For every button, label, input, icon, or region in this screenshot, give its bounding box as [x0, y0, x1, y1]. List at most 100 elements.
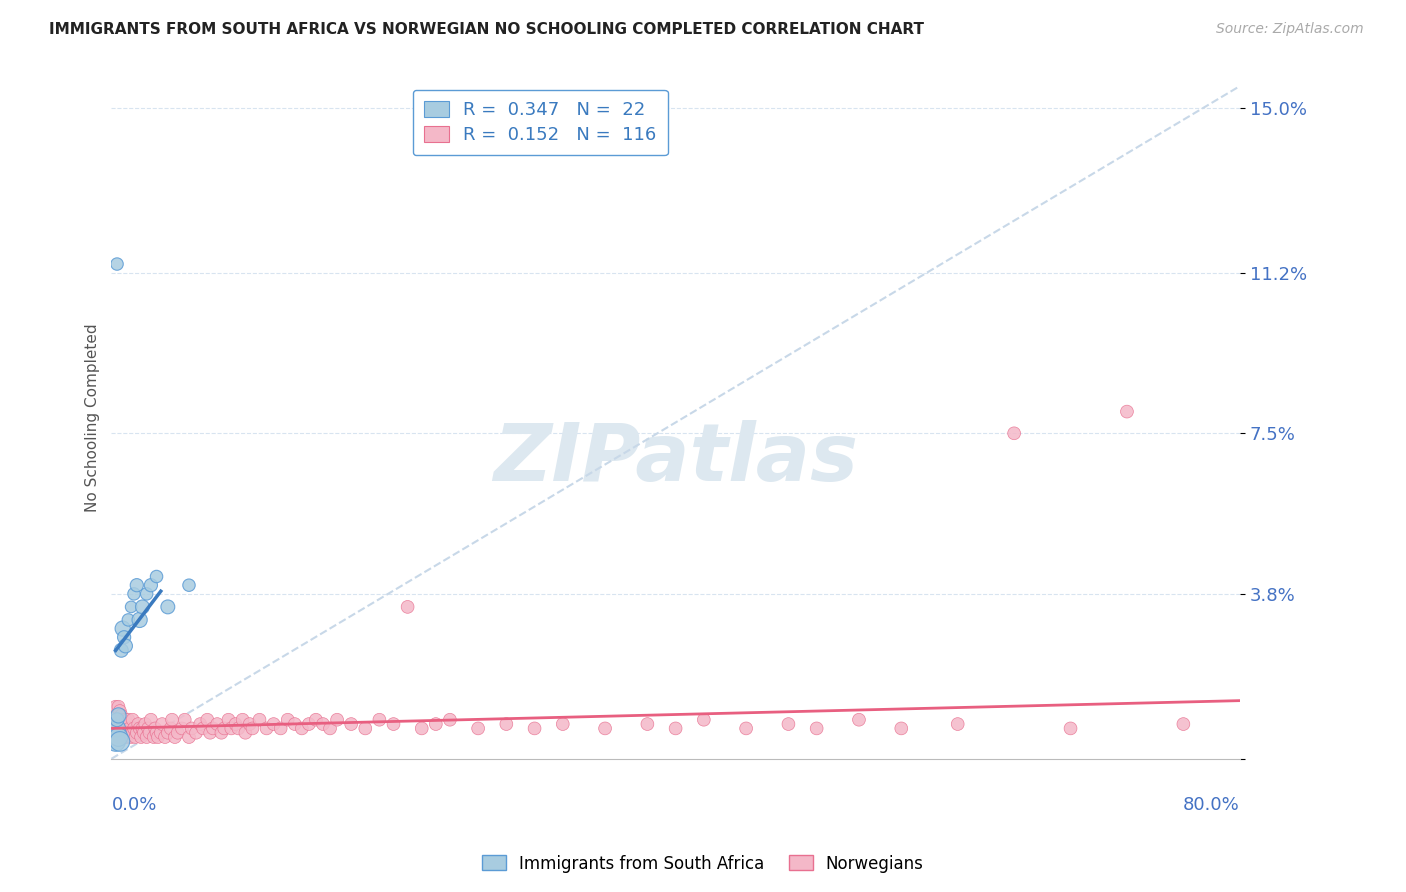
Point — [298, 717, 321, 731]
Point — [495, 717, 517, 731]
Point — [115, 730, 138, 744]
Point — [523, 722, 546, 736]
Point — [277, 713, 299, 727]
Point — [368, 713, 391, 727]
Point — [110, 643, 132, 657]
Point — [270, 722, 292, 736]
Point — [150, 717, 173, 731]
Point — [120, 599, 142, 614]
Point — [105, 713, 128, 727]
Point — [146, 730, 169, 744]
Point — [110, 730, 132, 744]
Point — [239, 717, 262, 731]
Point — [145, 725, 167, 739]
Point — [249, 713, 271, 727]
Point — [153, 730, 176, 744]
Point — [128, 722, 150, 736]
Point — [120, 730, 142, 744]
Point — [848, 713, 870, 727]
Point — [256, 722, 278, 736]
Point — [806, 722, 828, 736]
Point — [177, 578, 200, 592]
Point — [636, 717, 658, 731]
Text: 0.0%: 0.0% — [111, 797, 157, 814]
Point — [122, 722, 145, 736]
Point — [425, 717, 447, 731]
Point — [131, 722, 153, 736]
Point — [284, 717, 307, 731]
Point — [138, 725, 160, 739]
Point — [125, 725, 148, 739]
Point — [107, 708, 129, 723]
Point — [105, 722, 128, 736]
Text: Source: ZipAtlas.com: Source: ZipAtlas.com — [1216, 22, 1364, 37]
Point — [242, 722, 264, 736]
Point — [129, 730, 152, 744]
Point — [134, 717, 156, 731]
Point — [110, 722, 132, 736]
Point — [105, 257, 128, 271]
Text: IMMIGRANTS FROM SOUTH AFRICA VS NORWEGIAN NO SCHOOLING COMPLETED CORRELATION CHA: IMMIGRANTS FROM SOUTH AFRICA VS NORWEGIA… — [49, 22, 924, 37]
Point — [156, 599, 179, 614]
Point — [263, 717, 285, 731]
Point — [112, 730, 135, 744]
Point — [735, 722, 758, 736]
Point — [467, 722, 489, 736]
Point — [125, 578, 148, 592]
Text: ZIPatlas: ZIPatlas — [494, 420, 858, 498]
Point — [114, 725, 136, 739]
Point — [163, 730, 186, 744]
Point — [139, 578, 162, 592]
Point — [225, 717, 247, 731]
Point — [198, 725, 221, 739]
Point — [145, 569, 167, 583]
Point — [195, 713, 218, 727]
Point — [110, 708, 132, 723]
Point — [396, 599, 419, 614]
Point — [326, 713, 349, 727]
Point — [439, 713, 461, 727]
Point — [778, 717, 800, 731]
Point — [105, 725, 128, 739]
Point — [1002, 426, 1025, 441]
Point — [170, 722, 193, 736]
Point — [104, 699, 127, 714]
Point — [117, 613, 139, 627]
Point — [209, 725, 232, 739]
Point — [108, 713, 131, 727]
Point — [177, 730, 200, 744]
Point — [112, 717, 135, 731]
Point — [108, 725, 131, 739]
Point — [693, 713, 716, 727]
Point — [411, 722, 433, 736]
Point — [128, 613, 150, 627]
Point — [551, 717, 574, 731]
Point — [132, 725, 155, 739]
Point — [143, 722, 166, 736]
Point — [124, 730, 146, 744]
Point — [136, 722, 159, 736]
Point — [232, 713, 254, 727]
Point — [160, 713, 183, 727]
Point — [665, 722, 688, 736]
Point — [156, 725, 179, 739]
Point — [127, 717, 149, 731]
Point — [221, 722, 243, 736]
Point — [1059, 722, 1081, 736]
Point — [218, 713, 240, 727]
Point — [180, 722, 202, 736]
Point — [105, 713, 128, 727]
Point — [115, 717, 138, 731]
Point — [191, 722, 214, 736]
Point — [159, 722, 181, 736]
Point — [149, 725, 172, 739]
Point — [114, 713, 136, 727]
Point — [291, 722, 314, 736]
Point — [1173, 717, 1195, 731]
Point — [212, 722, 235, 736]
Point — [166, 725, 188, 739]
Point — [188, 717, 211, 731]
Point — [104, 734, 127, 748]
Point — [111, 713, 134, 727]
Point — [117, 725, 139, 739]
